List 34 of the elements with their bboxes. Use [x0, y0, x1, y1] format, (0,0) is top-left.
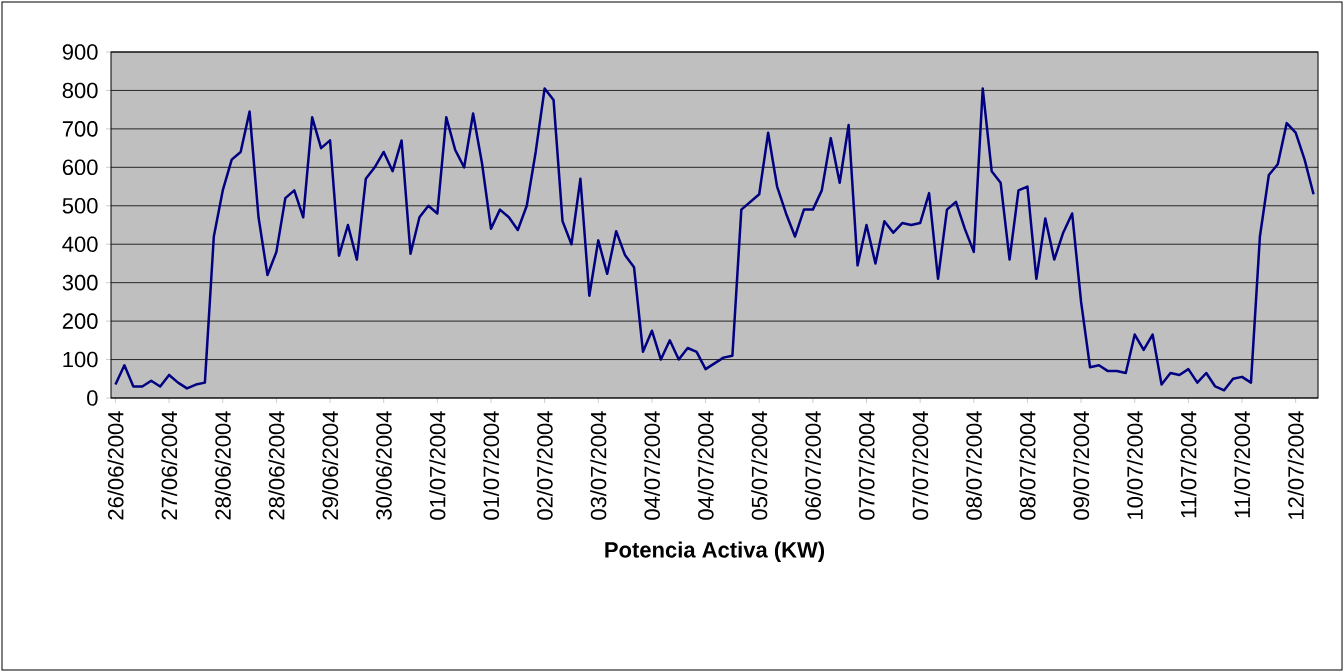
x-tick-label: 08/07/2004: [1019, 411, 1036, 520]
x-tick-label: 08/07/2004: [965, 411, 982, 520]
x-tick-label: 01/07/2004: [482, 411, 500, 520]
x-tick-label: 12/07/2004: [1287, 411, 1304, 519]
y-tick-label: 300: [62, 274, 98, 291]
x-tick-label: 02/07/2004: [536, 411, 553, 520]
x-tick-label: 26/06/2004: [107, 411, 124, 520]
x-tick-label: 04/07/2004: [643, 411, 661, 520]
x-tick-label: 07/07/2004: [912, 411, 929, 520]
x-tick-label: 30/06/2004: [375, 411, 392, 520]
x-tick-label: 06/07/2004: [804, 411, 821, 520]
y-tick-label: 0: [87, 390, 98, 406]
x-tick-label: 05/07/2004: [751, 411, 768, 520]
x-tick-label: 10/07/2004: [1126, 411, 1143, 519]
x-tick-label: 11/07/2004: [1180, 411, 1197, 518]
x-tick-label: 11/07/2004: [1233, 411, 1251, 518]
x-axis-title: Potencia Activa (KW): [605, 541, 825, 563]
y-tick-label: 400: [62, 236, 98, 253]
x-tick-label: 09/07/2004: [1073, 411, 1090, 520]
x-tick-label: 01/07/2004: [429, 411, 446, 520]
y-tick-label: 800: [62, 82, 98, 99]
y-tick-label: 600: [62, 159, 98, 176]
x-tick-label: 28/06/2004: [268, 411, 285, 520]
x-tick-label: 27/06/2004: [161, 411, 178, 520]
y-tick-label: 100: [63, 351, 98, 368]
y-tick-label: 500: [62, 197, 98, 214]
x-tick-label: 03/07/2004: [590, 411, 607, 520]
x-tick-label: 07/07/2004: [858, 411, 875, 520]
x-tick-label: 04/07/2004: [697, 411, 714, 520]
y-tick-label: 200: [62, 313, 98, 329]
x-tick-label: 28/06/2004: [214, 411, 231, 520]
x-tick-label: 29/06/2004: [321, 411, 339, 520]
y-tick-label: 900: [62, 44, 98, 60]
y-tick-label: 700: [62, 121, 98, 137]
